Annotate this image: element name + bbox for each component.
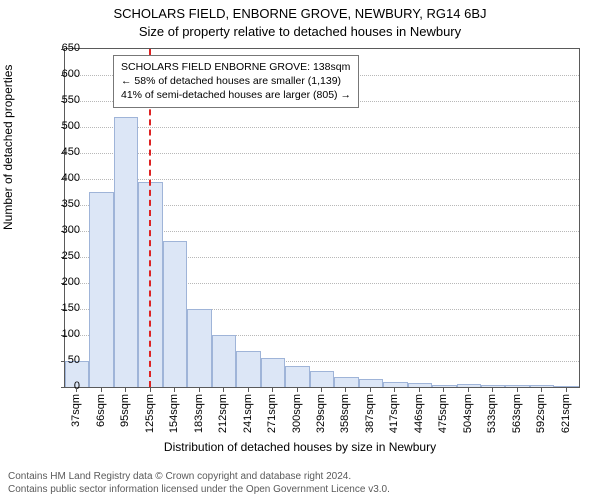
bar <box>408 383 432 387</box>
bar <box>236 351 260 387</box>
chart-title-line1: SCHOLARS FIELD, ENBORNE GROVE, NEWBURY, … <box>0 6 600 21</box>
chart-container: SCHOLARS FIELD, ENBORNE GROVE, NEWBURY, … <box>0 0 600 500</box>
bar <box>163 241 187 387</box>
x-tick-label: 475sqm <box>437 394 449 433</box>
y-tick-label: 150 <box>40 302 80 314</box>
y-tick-label: 450 <box>40 146 80 158</box>
bar <box>359 379 383 387</box>
x-tick-label: 241sqm <box>242 394 254 433</box>
x-tick-container: 37sqm 66sqm 95sqm 125sqm 154sqm 183sqm 212sqm 2… <box>64 388 580 448</box>
bar <box>212 335 236 387</box>
x-tick-label: 417sqm <box>388 394 400 433</box>
annotation-line1: SCHOLARS FIELD ENBORNE GROVE: 138sqm <box>121 60 351 74</box>
x-tick-label: 37sqm <box>70 394 82 427</box>
x-tick-label: 504sqm <box>462 394 474 433</box>
y-tick-label: 50 <box>40 354 80 366</box>
y-tick-label: 600 <box>40 68 80 80</box>
bar <box>383 382 407 387</box>
x-tick-label: 592sqm <box>535 394 547 433</box>
x-tick-label: 329sqm <box>315 394 327 433</box>
annotation-line2: ← 58% of detached houses are smaller (1,… <box>121 74 351 88</box>
bar <box>310 371 334 387</box>
bar <box>457 384 481 387</box>
bar <box>530 385 554 387</box>
bar <box>481 385 505 387</box>
footer-text: Contains HM Land Registry data © Crown c… <box>8 470 592 496</box>
x-tick-label: 66sqm <box>95 394 107 427</box>
x-tick-label: 125sqm <box>144 394 156 433</box>
annotation-line3: 41% of semi-detached houses are larger (… <box>121 88 351 102</box>
x-tick-label: 212sqm <box>217 394 229 433</box>
y-tick-label: 550 <box>40 94 80 106</box>
bar <box>187 309 211 387</box>
x-tick-label: 271sqm <box>266 394 278 433</box>
x-tick-label: 533sqm <box>486 394 498 433</box>
footer-line1: Contains HM Land Registry data © Crown c… <box>8 470 592 483</box>
bar <box>554 386 578 387</box>
y-tick-label: 300 <box>40 224 80 236</box>
x-tick-label: 95sqm <box>119 394 131 427</box>
x-tick-label: 446sqm <box>413 394 425 433</box>
chart-title-line2: Size of property relative to detached ho… <box>0 24 600 39</box>
y-tick-label: 350 <box>40 198 80 210</box>
x-tick-label: 358sqm <box>339 394 351 433</box>
footer-line2: Contains public sector information licen… <box>8 483 592 496</box>
y-tick-label: 100 <box>40 328 80 340</box>
x-tick-label: 387sqm <box>364 394 376 433</box>
y-tick-label: 400 <box>40 172 80 184</box>
bar <box>114 117 138 387</box>
bar <box>505 385 529 387</box>
x-tick-label: 300sqm <box>291 394 303 433</box>
bar <box>432 385 456 387</box>
y-tick-label: 500 <box>40 120 80 132</box>
x-axis-label: Distribution of detached houses by size … <box>0 440 600 454</box>
annotation-box: SCHOLARS FIELD ENBORNE GROVE: 138sqm ← 5… <box>113 55 359 108</box>
x-tick-label: 154sqm <box>168 394 180 433</box>
bar <box>285 366 309 387</box>
y-tick-label: 650 <box>40 42 80 54</box>
y-tick-label: 200 <box>40 276 80 288</box>
x-tick-label: 563sqm <box>511 394 523 433</box>
bar <box>334 377 358 387</box>
plot-area: SCHOLARS FIELD ENBORNE GROVE: 138sqm ← 5… <box>64 48 580 388</box>
x-tick-label: 621sqm <box>560 394 572 433</box>
bar <box>261 358 285 387</box>
y-tick-label: 250 <box>40 250 80 262</box>
y-axis-label: Number of detached properties <box>1 65 15 230</box>
x-tick-label: 183sqm <box>193 394 205 433</box>
bar <box>89 192 113 387</box>
